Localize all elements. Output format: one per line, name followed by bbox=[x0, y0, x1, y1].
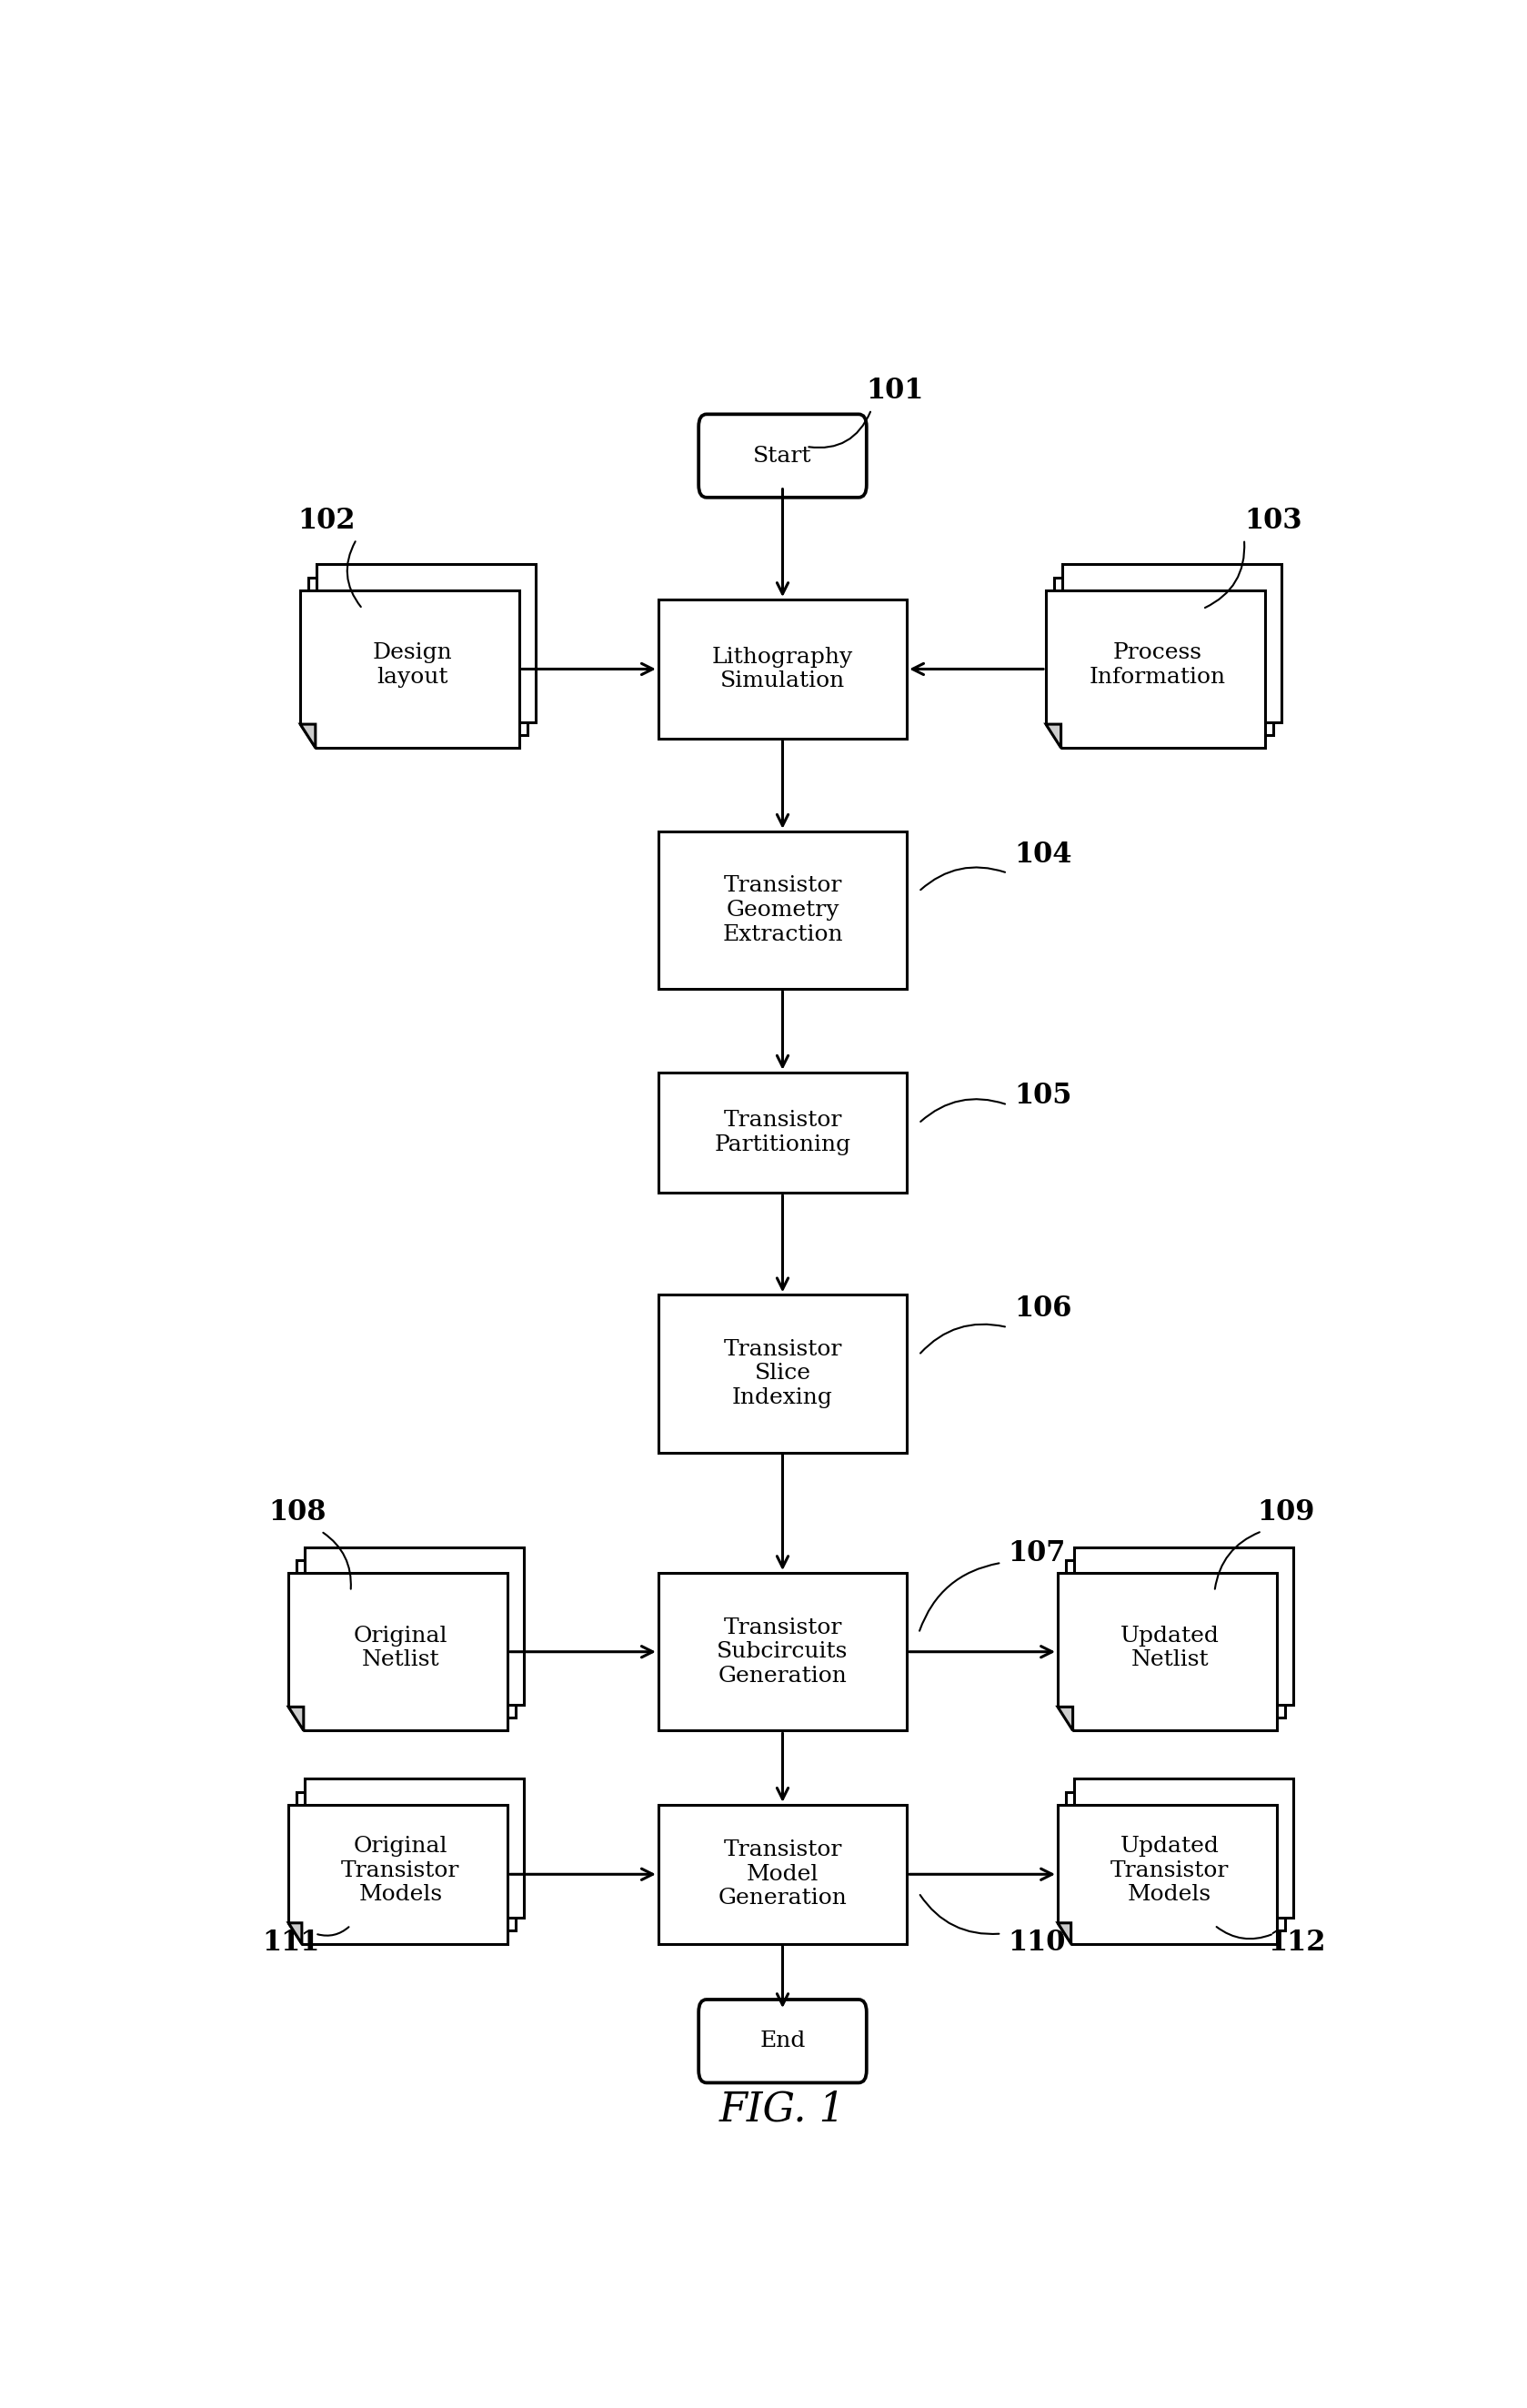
Polygon shape bbox=[301, 725, 316, 749]
FancyBboxPatch shape bbox=[658, 1072, 907, 1192]
Polygon shape bbox=[289, 1707, 304, 1731]
FancyBboxPatch shape bbox=[1054, 578, 1274, 734]
FancyBboxPatch shape bbox=[1066, 1560, 1284, 1717]
Text: 112: 112 bbox=[1269, 1929, 1327, 1958]
Text: Transistor
Subcircuits
Generation: Transistor Subcircuits Generation bbox=[718, 1618, 847, 1686]
FancyBboxPatch shape bbox=[658, 831, 907, 990]
Text: Process
Information: Process Information bbox=[1090, 643, 1226, 689]
Polygon shape bbox=[1046, 590, 1264, 749]
Text: 106: 106 bbox=[1014, 1296, 1072, 1322]
Text: End: End bbox=[759, 2030, 806, 2052]
Text: 101: 101 bbox=[866, 376, 924, 405]
FancyBboxPatch shape bbox=[296, 1560, 516, 1717]
Text: 104: 104 bbox=[1014, 840, 1072, 869]
Text: 108: 108 bbox=[269, 1498, 327, 1527]
Text: 107: 107 bbox=[1008, 1539, 1066, 1568]
Text: Lithography
Simulation: Lithography Simulation bbox=[712, 645, 854, 691]
Text: Design
layout: Design layout bbox=[373, 643, 452, 689]
FancyBboxPatch shape bbox=[318, 563, 536, 722]
FancyBboxPatch shape bbox=[305, 1780, 524, 1917]
FancyBboxPatch shape bbox=[1075, 1546, 1293, 1705]
FancyBboxPatch shape bbox=[699, 414, 866, 498]
Text: 105: 105 bbox=[1014, 1081, 1072, 1110]
Text: Updated
Netlist: Updated Netlist bbox=[1121, 1625, 1219, 1671]
Polygon shape bbox=[1046, 725, 1061, 749]
Polygon shape bbox=[301, 590, 519, 749]
Polygon shape bbox=[1058, 1572, 1277, 1731]
FancyBboxPatch shape bbox=[1066, 1792, 1284, 1931]
Text: 103: 103 bbox=[1245, 506, 1303, 535]
Text: Original
Netlist: Original Netlist bbox=[353, 1625, 447, 1671]
Polygon shape bbox=[289, 1804, 507, 1943]
Text: Transistor
Model
Generation: Transistor Model Generation bbox=[718, 1840, 847, 1910]
FancyBboxPatch shape bbox=[308, 578, 527, 734]
Text: Transistor
Slice
Indexing: Transistor Slice Indexing bbox=[724, 1339, 841, 1409]
FancyBboxPatch shape bbox=[305, 1546, 524, 1705]
FancyBboxPatch shape bbox=[1075, 1780, 1293, 1917]
Text: Original
Transistor
Models: Original Transistor Models bbox=[341, 1835, 460, 1905]
Text: 111: 111 bbox=[263, 1929, 321, 1958]
Polygon shape bbox=[1058, 1707, 1073, 1731]
FancyBboxPatch shape bbox=[296, 1792, 516, 1931]
Text: Transistor
Partitioning: Transistor Partitioning bbox=[715, 1110, 851, 1156]
Polygon shape bbox=[1058, 1924, 1070, 1943]
FancyBboxPatch shape bbox=[658, 600, 907, 739]
Polygon shape bbox=[1058, 1804, 1277, 1943]
Text: FIG. 1: FIG. 1 bbox=[719, 2090, 846, 2129]
FancyBboxPatch shape bbox=[658, 1572, 907, 1731]
Text: 102: 102 bbox=[298, 506, 356, 535]
FancyBboxPatch shape bbox=[1063, 563, 1281, 722]
FancyBboxPatch shape bbox=[658, 1296, 907, 1452]
Polygon shape bbox=[289, 1924, 302, 1943]
Text: Start: Start bbox=[753, 445, 812, 467]
Text: Updated
Transistor
Models: Updated Transistor Models bbox=[1110, 1835, 1229, 1905]
FancyBboxPatch shape bbox=[699, 1999, 866, 2083]
Text: 110: 110 bbox=[1008, 1929, 1066, 1958]
Polygon shape bbox=[289, 1572, 507, 1731]
Text: 109: 109 bbox=[1257, 1498, 1315, 1527]
Text: Transistor
Geometry
Extraction: Transistor Geometry Extraction bbox=[722, 877, 843, 944]
FancyBboxPatch shape bbox=[658, 1804, 907, 1943]
